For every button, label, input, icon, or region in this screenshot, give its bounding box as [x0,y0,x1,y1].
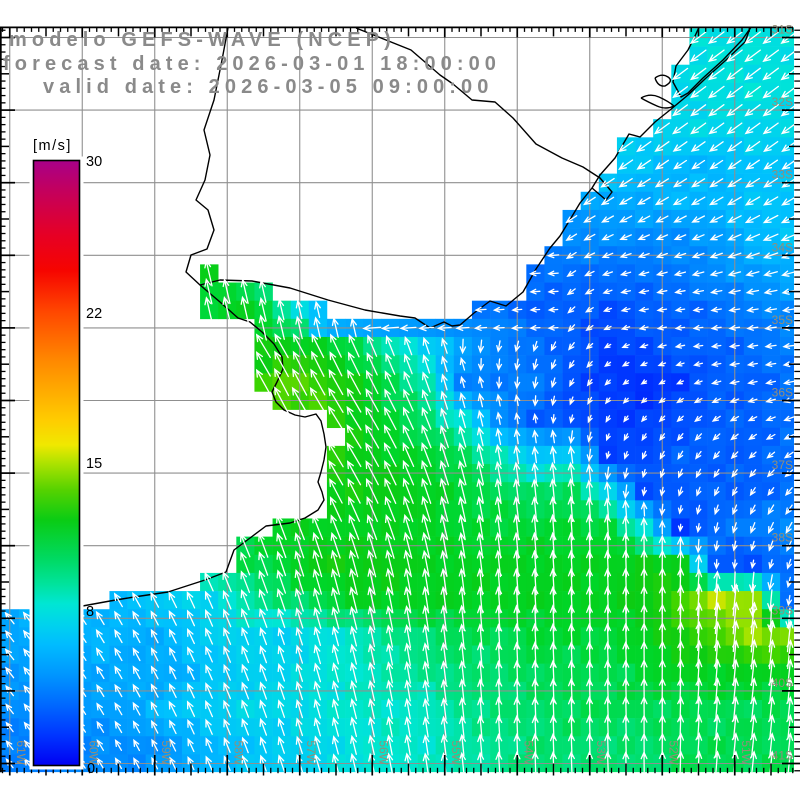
svg-text:53W: 53W [594,740,608,765]
svg-text:36S: 36S [772,386,793,400]
svg-text:valid date: 2026-03-05 09:00:0: valid date: 2026-03-05 09:00:00 [43,76,494,98]
svg-text:41S: 41S [772,749,793,763]
svg-text:[m/s]: [m/s] [33,138,72,154]
svg-text:56W: 56W [376,740,390,765]
svg-text:33S: 33S [772,168,793,182]
svg-text:54W: 54W [521,740,535,765]
svg-text:15: 15 [86,456,102,472]
svg-text:34S: 34S [772,240,793,254]
svg-text:30: 30 [86,154,102,170]
svg-text:39S: 39S [772,603,793,617]
svg-text:22: 22 [86,306,102,322]
svg-text:60W: 60W [86,740,100,765]
svg-text:0: 0 [87,761,95,777]
svg-text:forecast date: 2026-03-01 18:0: forecast date: 2026-03-01 18:00:00 [3,53,501,75]
svg-text:61W: 61W [14,740,28,765]
svg-text:52W: 52W [666,740,680,765]
svg-text:38S: 38S [772,531,793,545]
svg-text:8: 8 [86,604,94,620]
svg-text:40S: 40S [772,676,793,690]
svg-text:32S: 32S [772,95,793,109]
svg-text:modelo GEFS-WAVE (NCEP): modelo GEFS-WAVE (NCEP) [9,29,396,51]
svg-text:51W: 51W [739,740,753,765]
svg-text:35S: 35S [772,313,793,327]
svg-text:55W: 55W [449,740,463,765]
svg-text:31S: 31S [772,23,793,37]
svg-text:37S: 37S [772,458,793,472]
svg-text:59W: 59W [159,740,173,765]
svg-text:58W: 58W [231,740,245,765]
svg-text:57W: 57W [304,740,318,765]
